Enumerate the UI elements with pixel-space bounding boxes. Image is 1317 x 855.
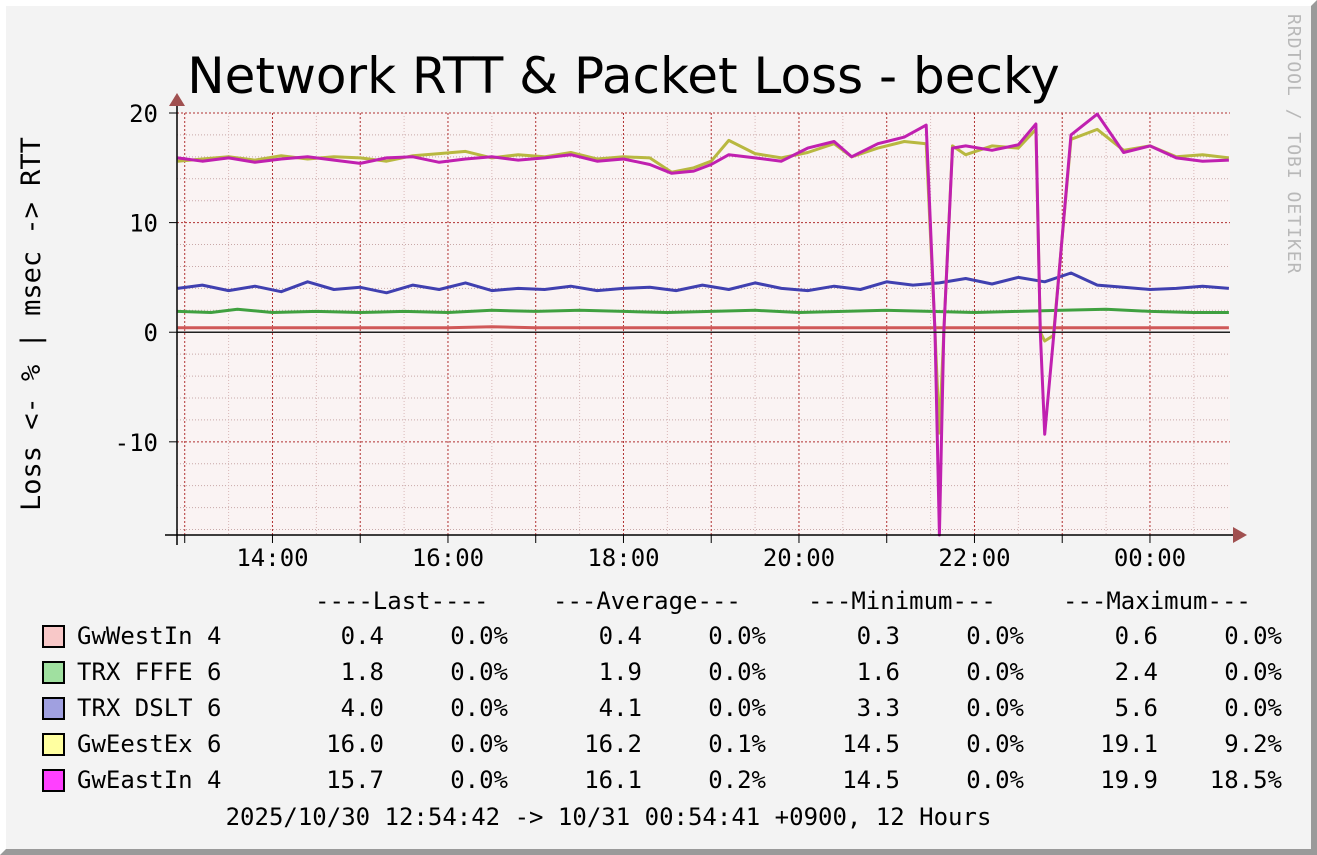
x-tick-label: 20:00 <box>763 544 835 572</box>
series-line <box>177 112 1229 537</box>
y-tick-label: 10 <box>129 210 158 238</box>
x-tick-label: 16:00 <box>412 544 484 572</box>
y-axis-arrow <box>169 93 185 106</box>
y-tick-label: -10 <box>115 429 158 457</box>
x-tick-label: 14:00 <box>236 544 308 572</box>
x-tick-label: 00:00 <box>1114 544 1186 572</box>
series-line <box>177 127 1230 435</box>
watermark: RRDTOOL / TOBI OETIKER <box>1283 14 1304 275</box>
series-line <box>177 325 1229 330</box>
chart-title: Network RTT & Packet Loss - becky <box>187 47 1060 105</box>
x-tick-label: 18:00 <box>587 544 659 572</box>
y-tick-label: 0 <box>144 319 158 347</box>
y-tick-label: 20 <box>129 100 158 128</box>
x-axis-arrow <box>1233 527 1247 543</box>
plot-background <box>177 113 1230 535</box>
series-line <box>177 271 1230 295</box>
x-tick-label: 22:00 <box>938 544 1010 572</box>
time-range-footer: 2025/10/30 12:54:42 -> 10/31 00:54:41 +0… <box>225 803 992 831</box>
